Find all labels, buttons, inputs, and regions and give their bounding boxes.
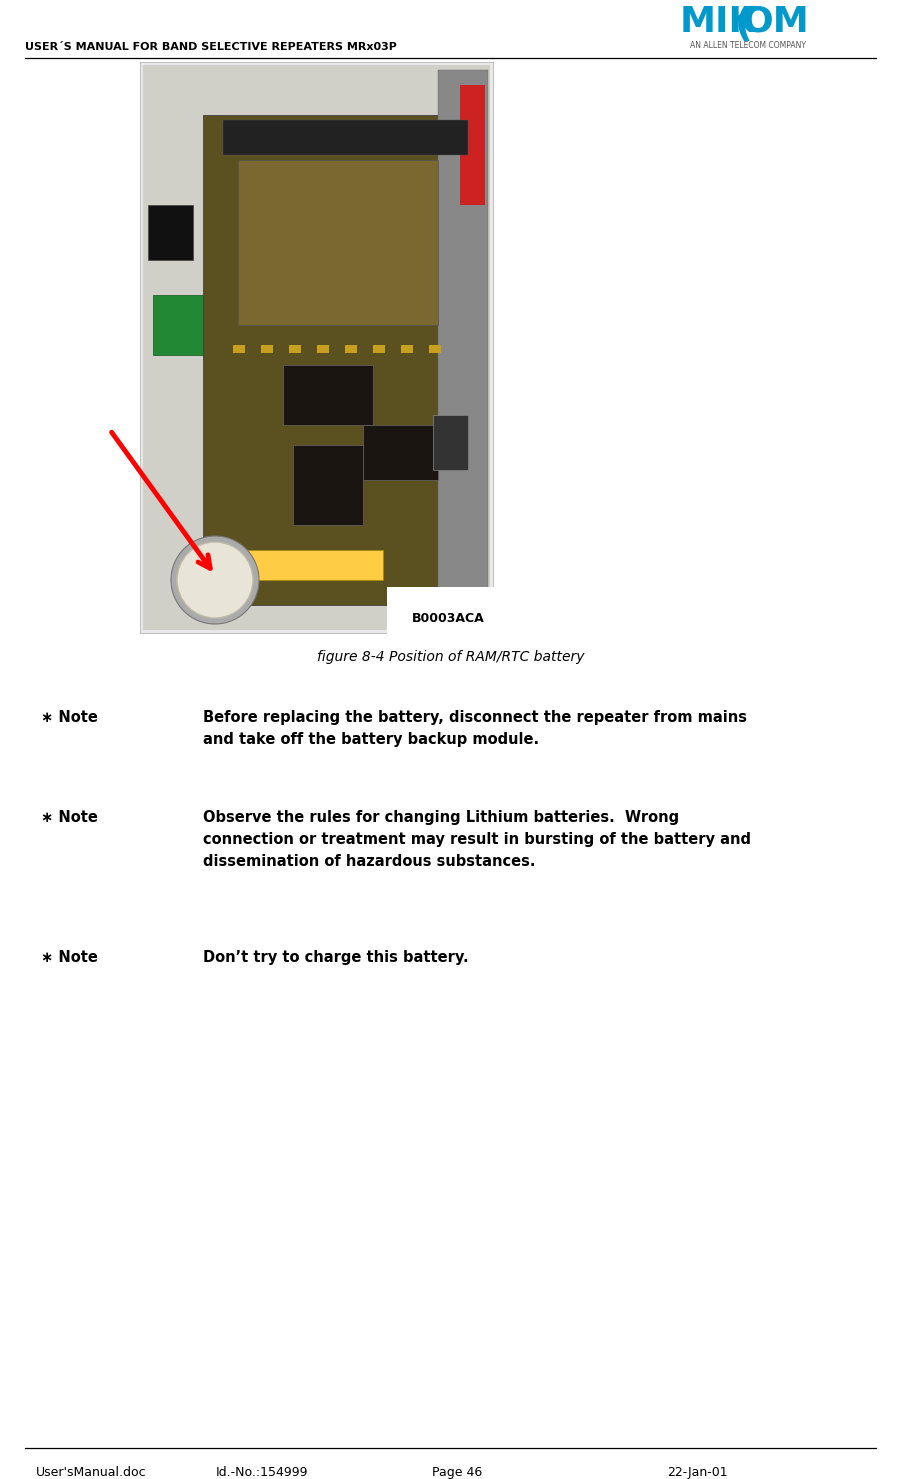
Text: Observe the rules for changing Lithium batteries.  Wrong: Observe the rules for changing Lithium b… [203, 810, 678, 825]
Bar [401, 345, 413, 353]
Text: figure 8-4 Position of RAM/RTC battery: figure 8-4 Position of RAM/RTC battery [317, 649, 584, 664]
Bar [373, 345, 385, 353]
Bar [153, 294, 203, 355]
Bar [238, 160, 438, 325]
Text: connection or treatment may result in bursting of the battery and: connection or treatment may result in bu… [203, 833, 751, 847]
Text: (: ( [735, 6, 753, 44]
Text: ∗ Note: ∗ Note [41, 710, 97, 725]
Text: ∗ Note: ∗ Note [41, 810, 97, 825]
Text: ∗ Note: ∗ Note [41, 950, 97, 964]
Bar [363, 424, 438, 481]
Text: Before replacing the battery, disconnect the repeater from mains: Before replacing the battery, disconnect… [203, 710, 747, 725]
Circle shape [171, 535, 259, 624]
Text: MIK: MIK [680, 4, 758, 38]
Bar [233, 345, 245, 353]
Circle shape [177, 541, 253, 618]
Bar [140, 62, 493, 633]
Text: AN ALLEN TELECOM COMPANY: AN ALLEN TELECOM COMPANY [690, 41, 806, 50]
Bar [317, 345, 329, 353]
Text: dissemination of hazardous substances.: dissemination of hazardous substances. [203, 853, 535, 870]
Bar [148, 206, 193, 260]
Bar [183, 550, 383, 580]
Bar [289, 345, 301, 353]
Text: B0003ACA: B0003ACA [413, 612, 485, 626]
Bar [223, 120, 468, 155]
Text: Don’t try to charge this battery.: Don’t try to charge this battery. [203, 950, 469, 964]
Bar [438, 70, 488, 626]
Bar [429, 345, 441, 353]
Text: OM: OM [742, 4, 809, 38]
Text: User'sManual.doc: User'sManual.doc [36, 1466, 147, 1479]
Bar [143, 65, 490, 630]
Text: and take off the battery backup module.: and take off the battery backup module. [203, 732, 539, 747]
Bar [283, 365, 373, 424]
Text: Id.-No.:154999: Id.-No.:154999 [216, 1466, 309, 1479]
Bar [203, 115, 478, 605]
Text: USER´S MANUAL FOR BAND SELECTIVE REPEATERS MRx03P: USER´S MANUAL FOR BAND SELECTIVE REPEATE… [25, 41, 396, 52]
Bar [345, 345, 357, 353]
Bar [433, 416, 468, 470]
Text: Page 46: Page 46 [432, 1466, 483, 1479]
Bar [460, 84, 485, 206]
Bar [261, 345, 273, 353]
Text: 22-Jan-01: 22-Jan-01 [667, 1466, 727, 1479]
Bar [293, 445, 363, 525]
